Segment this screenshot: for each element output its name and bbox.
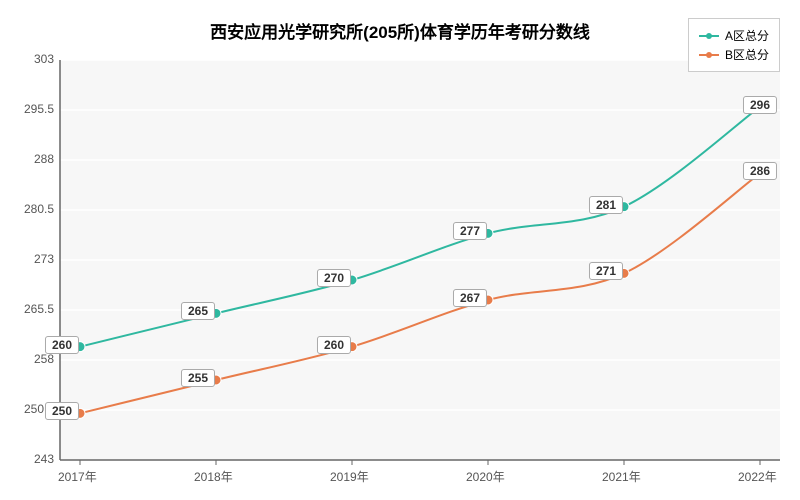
legend: A区总分 B区总分 — [688, 18, 780, 72]
y-tick-label: 288 — [34, 152, 54, 166]
chart-svg — [0, 0, 800, 500]
x-tick-label: 2022年 — [738, 468, 777, 485]
legend-item-b: B区总分 — [699, 46, 769, 63]
y-tick-label: 273 — [34, 252, 54, 266]
y-tick-label: 280.5 — [24, 202, 54, 216]
legend-label-b: B区总分 — [725, 46, 769, 63]
data-label: 270 — [317, 269, 351, 287]
x-tick-label: 2017年 — [58, 468, 97, 485]
y-tick-label: 243 — [34, 452, 54, 466]
legend-swatch-b — [699, 54, 719, 56]
data-label: 265 — [181, 302, 215, 320]
y-tick-label: 258 — [34, 352, 54, 366]
data-label: 286 — [743, 162, 777, 180]
line-chart: 西安应用光学研究所(205所)体育学历年考研分数线 A区总分 B区总分 2432… — [0, 0, 800, 500]
data-label: 260 — [45, 336, 79, 354]
y-tick-label: 265.5 — [24, 302, 54, 316]
data-label: 260 — [317, 336, 351, 354]
legend-label-a: A区总分 — [725, 27, 769, 44]
data-label: 255 — [181, 369, 215, 387]
legend-item-a: A区总分 — [699, 27, 769, 44]
data-label: 267 — [453, 289, 487, 307]
x-tick-label: 2020年 — [466, 468, 505, 485]
x-tick-label: 2021年 — [602, 468, 641, 485]
data-label: 271 — [589, 262, 623, 280]
y-tick-label: 303 — [34, 52, 54, 66]
data-label: 281 — [589, 196, 623, 214]
data-label: 277 — [453, 222, 487, 240]
legend-swatch-a — [699, 35, 719, 37]
x-tick-label: 2018年 — [194, 468, 233, 485]
data-label: 296 — [743, 96, 777, 114]
y-tick-label: 295.5 — [24, 102, 54, 116]
data-label: 250 — [45, 402, 79, 420]
x-tick-label: 2019年 — [330, 468, 369, 485]
